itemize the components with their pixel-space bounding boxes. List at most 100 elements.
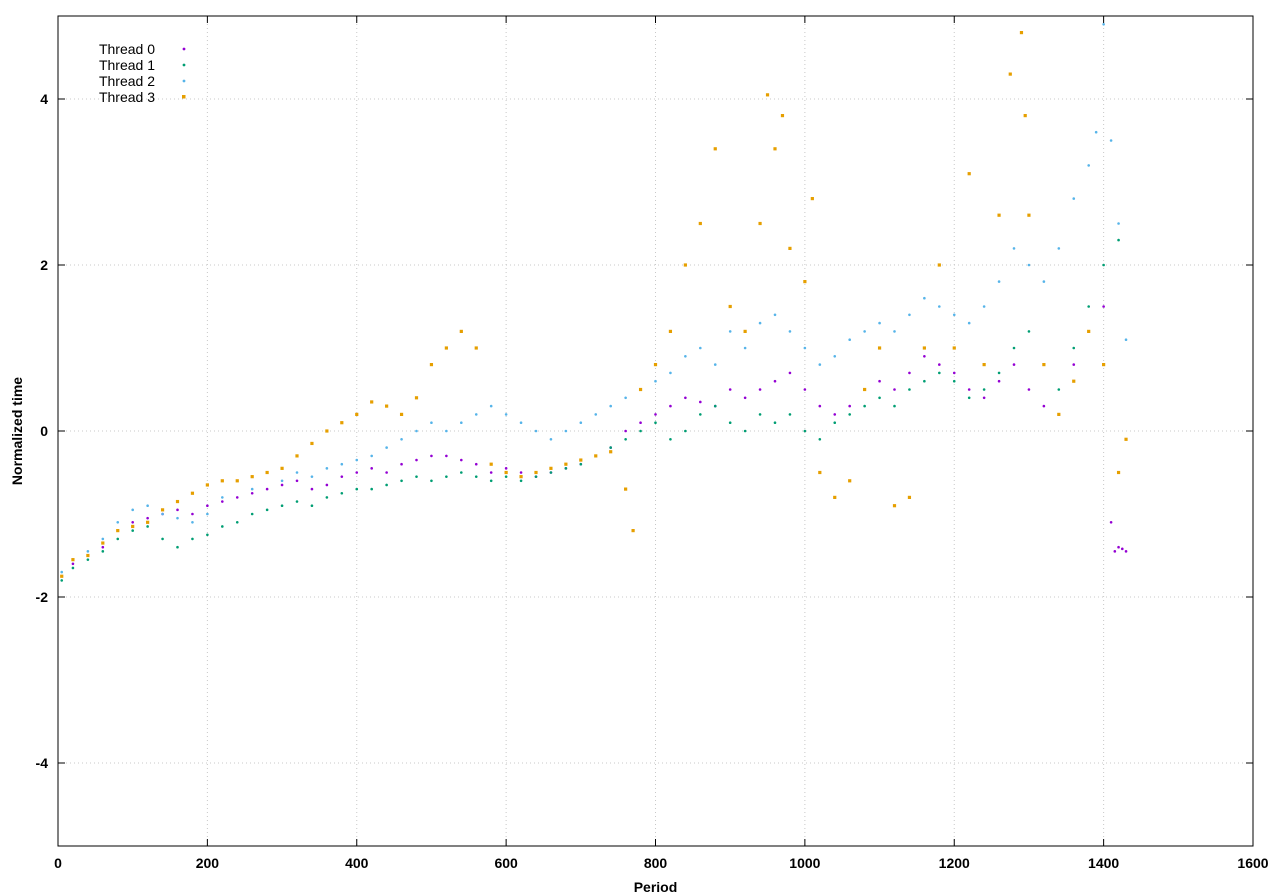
data-point [415,429,418,433]
data-point [280,466,284,470]
data-point [235,479,239,483]
data-point [370,400,374,404]
y-tick-label: 4 [40,91,48,107]
data-point [624,396,627,400]
data-point [385,446,388,449]
data-point [220,479,224,483]
data-point [71,562,75,566]
data-point [952,371,956,375]
data-point [967,172,971,176]
data-point [773,379,777,383]
data-point [743,429,747,433]
data-point [340,421,344,425]
data-point [564,462,568,466]
data-point [280,483,284,487]
y-axis-title: Normalized time [9,377,25,485]
data-point [519,471,523,474]
data-point [429,363,434,367]
data-point [265,508,269,512]
data-point [967,321,971,325]
data-point [504,470,508,475]
data-point [1124,437,1128,441]
data-point [445,429,448,433]
data-point [788,413,792,416]
data-point [1019,31,1024,35]
data-point [1027,330,1031,333]
data-point [489,479,493,483]
data-point [71,558,75,562]
data-point [370,487,373,491]
axis-ticks [57,16,1254,846]
data-point [1042,363,1046,367]
data-point [1102,305,1105,308]
data-point [1072,363,1076,366]
data-point [818,404,822,408]
data-point [175,499,180,504]
data-point [967,396,971,400]
data-point [474,346,478,350]
data-point [325,467,329,470]
legend-marker [182,95,186,99]
data-point [1124,338,1128,342]
data-point [907,495,912,499]
data-point [893,330,896,333]
data-point [190,491,195,495]
data-points [60,23,1128,582]
data-point [71,566,75,570]
data-point [176,545,179,549]
data-point [923,355,926,358]
data-point [938,371,941,375]
data-point [848,404,851,408]
data-point [280,504,284,508]
data-point [982,363,986,367]
data-point [221,496,224,499]
data-point [788,330,792,333]
data-point [803,429,807,433]
data-point [773,147,777,151]
data-point [400,479,403,483]
data-point [893,388,896,391]
data-point [654,379,657,383]
data-point [60,570,64,574]
data-point [265,470,269,475]
data-point [430,479,433,483]
data-point [1072,346,1076,350]
data-point [997,280,1001,283]
data-point [355,458,359,462]
data-point [624,438,627,441]
data-point [191,512,194,516]
data-point [848,338,851,342]
data-point [325,429,329,433]
data-point [938,305,941,308]
data-point [399,412,404,416]
data-point [325,483,329,487]
data-point [415,475,418,478]
data-point [504,467,508,470]
data-point [684,396,687,400]
data-point [713,404,717,408]
data-point [474,475,478,478]
data-point [638,387,643,392]
data-point [101,541,105,545]
data-point [1094,130,1098,134]
data-point [982,388,986,391]
data-point [728,304,732,309]
data-point [504,413,508,416]
legend-label: Thread 2 [99,73,155,89]
data-point [653,363,658,367]
x-tick-label: 1600 [1237,855,1268,871]
data-point [131,529,134,532]
data-point [938,363,941,366]
data-point [355,412,359,416]
data-point [564,467,568,470]
data-point [221,525,224,528]
data-point [101,537,105,541]
data-point [922,346,926,350]
data-point [1008,72,1012,76]
data-point [160,508,165,512]
legend-marker [182,47,186,51]
data-point [459,329,463,333]
series-0 [60,305,1128,578]
data-point [206,533,209,537]
data-point [728,388,732,391]
